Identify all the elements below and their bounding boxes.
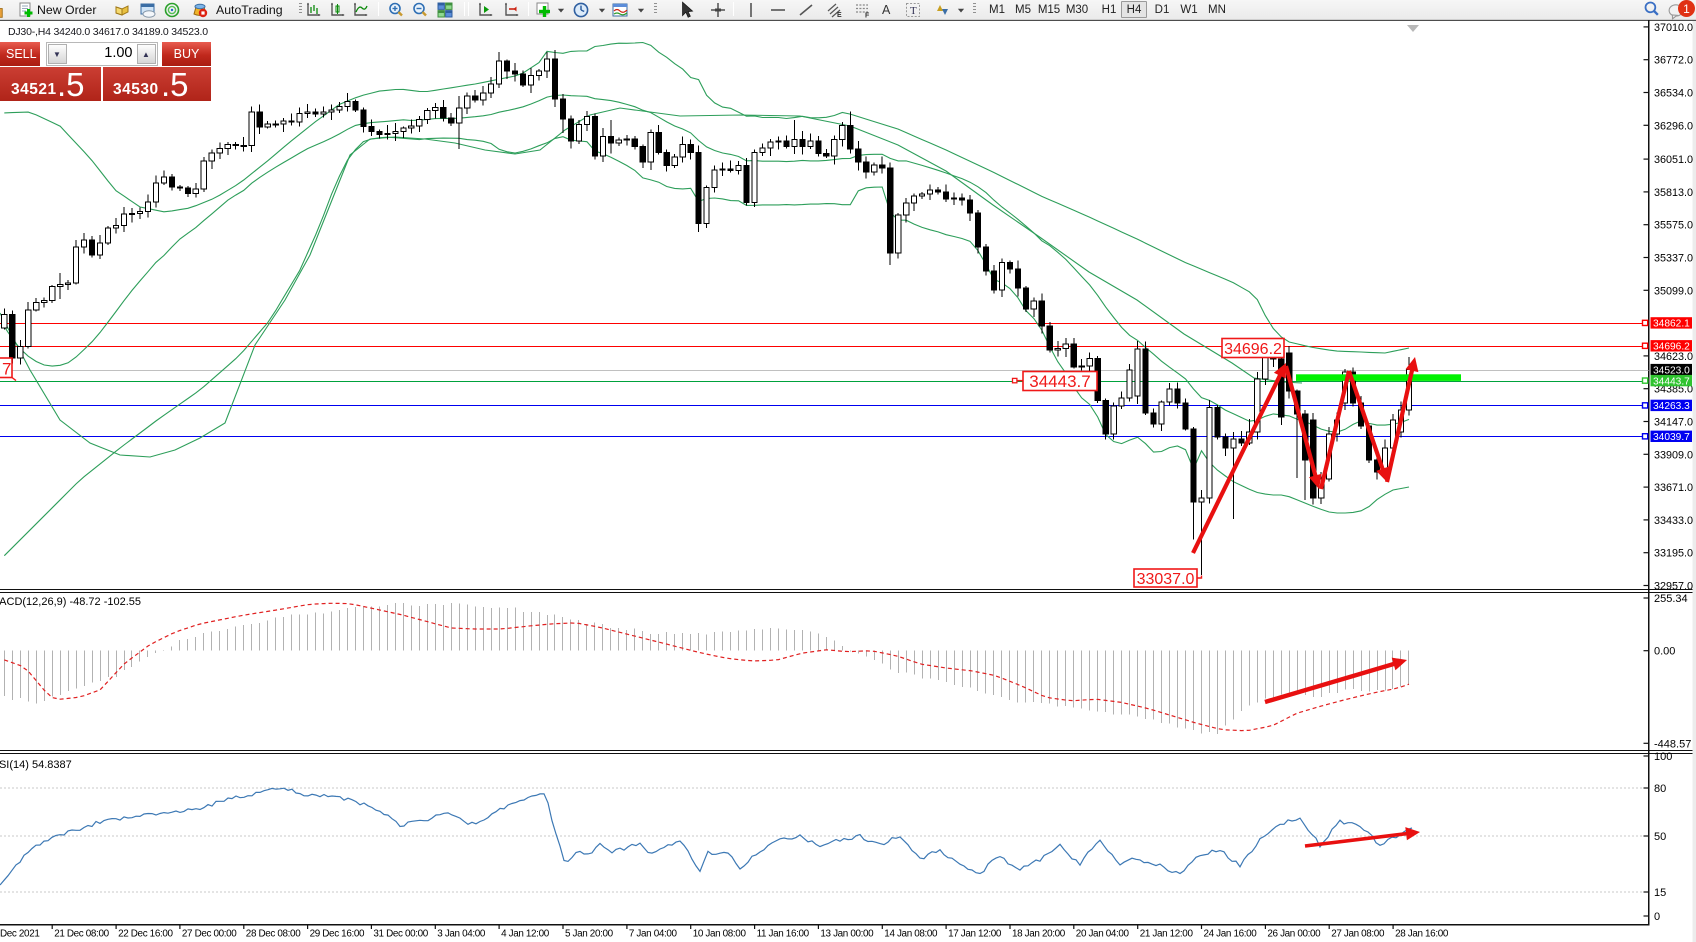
svg-text:3 Jan 04:00: 3 Jan 04:00 <box>437 929 486 940</box>
svg-text:14 Jan 08:00: 14 Jan 08:00 <box>884 929 938 940</box>
svg-text:0.00: 0.00 <box>1654 646 1675 658</box>
svg-text:27 Jan 08:00: 27 Jan 08:00 <box>1331 929 1385 940</box>
svg-text:35337.0: 35337.0 <box>1654 253 1693 265</box>
svg-text:36772.0: 36772.0 <box>1654 55 1693 67</box>
svg-text:MACD(12,26,9) -48.72 -102.55: MACD(12,26,9) -48.72 -102.55 <box>0 596 141 608</box>
svg-text:80: 80 <box>1654 783 1666 795</box>
svg-text:33671.0: 33671.0 <box>1654 482 1693 494</box>
svg-text:10 Jan 08:00: 10 Jan 08:00 <box>693 929 747 940</box>
svg-text:17 Jan 12:00: 17 Jan 12:00 <box>948 929 1002 940</box>
svg-text:7: 7 <box>2 360 11 379</box>
svg-text:36296.0: 36296.0 <box>1654 120 1693 132</box>
svg-text:DJ30-,H4 34240.0 34617.0 3418: DJ30-,H4 34240.0 34617.0 34189.0 34523.0 <box>8 26 208 38</box>
svg-text:50: 50 <box>1654 831 1666 843</box>
svg-text:Dec 2021: Dec 2021 <box>0 929 40 940</box>
svg-text:34862.1: 34862.1 <box>1653 319 1690 330</box>
svg-text:34263.3: 34263.3 <box>1653 401 1690 412</box>
svg-text:35575.0: 35575.0 <box>1654 220 1693 232</box>
svg-text:T: T <box>910 5 917 17</box>
svg-text:34623.0: 34623.0 <box>1654 351 1693 363</box>
svg-text:26 Jan 00:00: 26 Jan 00:00 <box>1267 929 1321 940</box>
svg-text:34443.7: 34443.7 <box>1653 376 1690 387</box>
svg-text:4 Jan 12:00: 4 Jan 12:00 <box>501 929 550 940</box>
svg-text:255.34: 255.34 <box>1654 593 1688 605</box>
svg-text:34385.0: 34385.0 <box>1654 384 1693 396</box>
svg-text:13 Jan 00:00: 13 Jan 00:00 <box>820 929 874 940</box>
svg-text:32957.0: 32957.0 <box>1654 581 1693 593</box>
svg-text:33909.0: 33909.0 <box>1654 449 1693 461</box>
svg-text:35099.0: 35099.0 <box>1654 285 1693 297</box>
svg-text:18 Jan 20:00: 18 Jan 20:00 <box>1012 929 1066 940</box>
svg-text:36534.0: 36534.0 <box>1654 88 1693 100</box>
svg-text:27 Dec 00:00: 27 Dec 00:00 <box>182 929 237 940</box>
svg-text:36051.0: 36051.0 <box>1654 154 1693 166</box>
svg-text:34696.2: 34696.2 <box>1224 341 1282 358</box>
svg-text:37010.0: 37010.0 <box>1654 22 1693 34</box>
svg-text:31 Dec 00:00: 31 Dec 00:00 <box>373 929 428 940</box>
svg-text:34147.0: 34147.0 <box>1654 417 1693 429</box>
svg-text:F: F <box>865 13 870 19</box>
svg-text:34443.7: 34443.7 <box>1029 372 1090 391</box>
svg-text:33037.0: 33037.0 <box>1137 571 1195 588</box>
svg-text:0: 0 <box>1654 911 1660 923</box>
svg-text:20 Jan 04:00: 20 Jan 04:00 <box>1076 929 1130 940</box>
svg-text:RSI(14) 54.8387: RSI(14) 54.8387 <box>0 759 72 771</box>
svg-text:34696.2: 34696.2 <box>1653 342 1690 353</box>
svg-text:24 Jan 16:00: 24 Jan 16:00 <box>1204 929 1258 940</box>
svg-text:21 Jan 12:00: 21 Jan 12:00 <box>1140 929 1194 940</box>
svg-text:11 Jan 16:00: 11 Jan 16:00 <box>757 929 810 940</box>
svg-text:100: 100 <box>1654 751 1672 763</box>
svg-text:E: E <box>837 12 842 18</box>
svg-text:15: 15 <box>1654 887 1666 899</box>
svg-text:34039.7: 34039.7 <box>1653 432 1690 443</box>
svg-text:33195.0: 33195.0 <box>1654 548 1693 560</box>
svg-text:28 Dec 08:00: 28 Dec 08:00 <box>246 929 301 940</box>
svg-text:21 Dec 08:00: 21 Dec 08:00 <box>54 929 109 940</box>
svg-text:28 Jan 16:00: 28 Jan 16:00 <box>1395 929 1449 940</box>
svg-text:35813.0: 35813.0 <box>1654 187 1693 199</box>
svg-text:5 Jan 20:00: 5 Jan 20:00 <box>565 929 614 940</box>
svg-text:33433.0: 33433.0 <box>1654 515 1693 527</box>
svg-text:7 Jan 04:00: 7 Jan 04:00 <box>629 929 678 940</box>
svg-text:-448.57: -448.57 <box>1654 738 1691 750</box>
svg-text:29 Dec 16:00: 29 Dec 16:00 <box>310 929 365 940</box>
svg-text:34523.0: 34523.0 <box>1653 365 1690 376</box>
svg-text:22 Dec 16:00: 22 Dec 16:00 <box>118 929 173 940</box>
